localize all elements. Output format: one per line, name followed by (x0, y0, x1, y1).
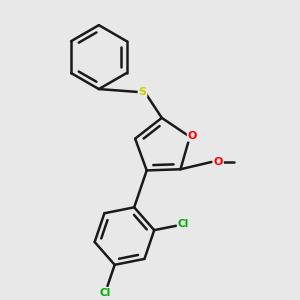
Text: O: O (214, 157, 223, 167)
Text: Cl: Cl (177, 219, 189, 230)
Text: Cl: Cl (100, 288, 111, 298)
Text: O: O (188, 131, 197, 141)
Text: S: S (139, 87, 146, 97)
